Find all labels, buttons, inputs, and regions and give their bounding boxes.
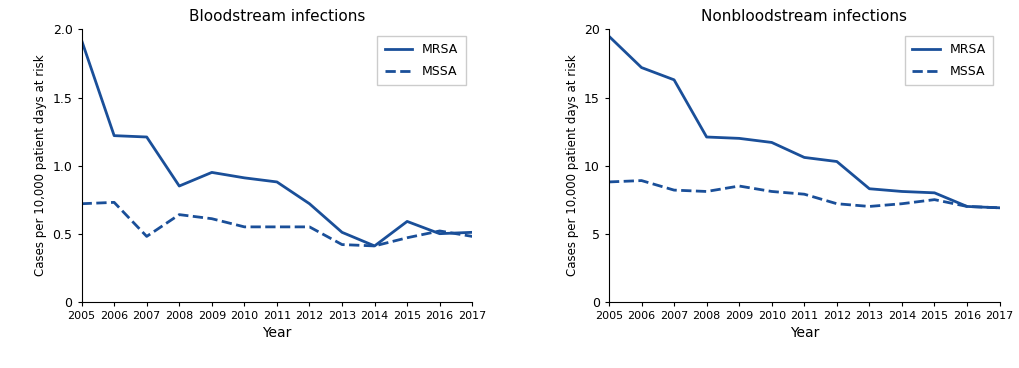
MRSA — [238, 176, 251, 180]
MSSA — [798, 192, 810, 197]
MRSA — [667, 78, 680, 82]
MSSA — [667, 188, 680, 192]
MRSA — [700, 135, 712, 139]
MSSA — [927, 197, 940, 202]
Y-axis label: Cases per 10,000 patient days at risk: Cases per 10,000 patient days at risk — [34, 55, 47, 276]
MSSA — [895, 202, 907, 206]
MSSA — [206, 216, 218, 221]
MSSA — [303, 224, 315, 229]
MSSA — [141, 234, 153, 238]
MRSA — [270, 180, 282, 184]
MRSA — [960, 204, 972, 209]
MSSA — [960, 204, 972, 209]
MRSA — [765, 140, 777, 145]
MSSA — [602, 180, 614, 184]
MSSA — [270, 224, 282, 229]
MRSA — [75, 38, 88, 43]
MSSA — [75, 202, 88, 206]
MSSA — [765, 189, 777, 194]
Line: MRSA: MRSA — [608, 36, 999, 208]
MRSA — [206, 170, 218, 174]
MRSA — [303, 202, 315, 206]
Line: MRSA: MRSA — [82, 40, 472, 246]
MRSA — [829, 159, 842, 164]
Legend: MRSA, MSSA: MRSA, MSSA — [377, 36, 466, 85]
MSSA — [335, 243, 347, 247]
MRSA — [400, 219, 413, 224]
MRSA — [433, 231, 445, 236]
MRSA — [141, 135, 153, 139]
MSSA — [173, 212, 185, 217]
MRSA — [108, 134, 120, 138]
MSSA — [700, 189, 712, 194]
MRSA — [993, 206, 1005, 210]
MRSA — [602, 34, 614, 39]
MSSA — [368, 244, 380, 248]
MRSA — [466, 230, 478, 234]
Line: MSSA: MSSA — [608, 181, 999, 208]
MSSA — [862, 204, 874, 209]
MSSA — [466, 234, 478, 238]
MRSA — [368, 244, 380, 248]
Line: MSSA: MSSA — [82, 202, 472, 246]
MRSA — [335, 230, 347, 234]
MSSA — [108, 200, 120, 205]
X-axis label: Year: Year — [262, 326, 291, 340]
MSSA — [993, 206, 1005, 210]
X-axis label: Year: Year — [789, 326, 818, 340]
Title: Nonbloodstream infections: Nonbloodstream infections — [701, 9, 906, 24]
MSSA — [635, 178, 647, 183]
MRSA — [862, 187, 874, 191]
Title: Bloodstream infections: Bloodstream infections — [189, 9, 365, 24]
MRSA — [895, 189, 907, 194]
MRSA — [927, 191, 940, 195]
MSSA — [238, 224, 251, 229]
MRSA — [173, 184, 185, 188]
MSSA — [400, 236, 413, 240]
MRSA — [798, 155, 810, 160]
MSSA — [433, 229, 445, 233]
MRSA — [635, 66, 647, 70]
MSSA — [829, 202, 842, 206]
MRSA — [733, 136, 745, 141]
MSSA — [733, 184, 745, 188]
Legend: MRSA, MSSA: MRSA, MSSA — [904, 36, 993, 85]
Y-axis label: Cases per 10,000 patient days at risk: Cases per 10,000 patient days at risk — [565, 55, 578, 276]
